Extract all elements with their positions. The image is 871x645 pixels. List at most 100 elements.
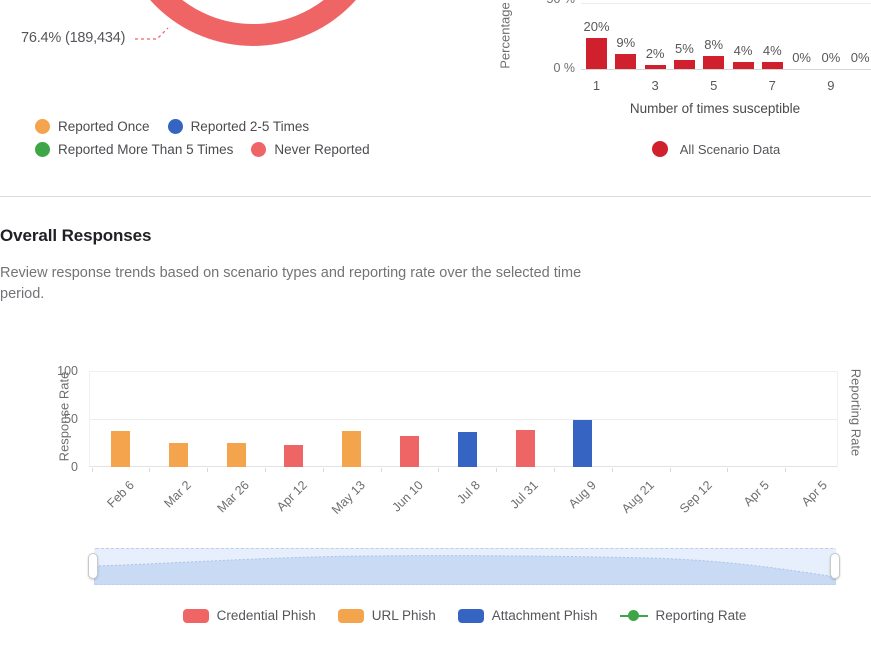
axis-tick-mark [380,468,382,472]
overall-responses-legend: Credential Phish URL Phish Attachment Ph… [58,608,871,623]
susceptibility-bar-4[interactable] [673,60,695,69]
attachment-phish-swatch [457,608,484,623]
response-bar-mar-2[interactable] [168,443,188,467]
legend-label: All Scenario Data [679,141,781,157]
brush-handle-left[interactable] [88,553,98,579]
susceptibility-bar-value-label: 0% [850,50,870,65]
susceptibility-bar-3[interactable] [644,65,666,69]
reporter-donut-chart[interactable] [0,0,435,193]
susceptibility-x-axis-title: Number of times susceptible [629,101,801,116]
brush-handle-right[interactable] [830,553,840,579]
x-label-jul-8: Jul 8 [454,478,484,507]
x-label-mar-26: Mar 26 [214,478,252,516]
x-label-may-13: May 13 [328,478,368,517]
susceptibility-y-axis-title: Percentage [497,2,513,69]
x-label-sep-12: Sep 12 [676,478,715,516]
susceptibility-bar-2[interactable] [615,54,637,69]
legend-item-reported-more-than-5-times[interactable]: Reported More Than 5 Times [35,142,233,157]
susceptibility-legend: All Scenario Data [596,141,836,157]
data-zoom-slider[interactable] [94,548,836,585]
gridline-50 [90,419,837,420]
donut-legend: Reported Once Reported 2-5 Times Reporte… [35,119,437,157]
susceptibility-bar-value-label: 0% [821,50,841,65]
legend-item-attachment-phish[interactable]: Attachment Phish [457,608,598,623]
axis-tick-mark [554,468,555,472]
url-phish-swatch [337,608,364,623]
resp-y-tick-100: 100 [57,364,78,378]
reported-once-swatch [35,119,50,134]
susceptibility-x-tick-3: 3 [651,78,659,93]
all-scenario-data-swatch[interactable] [651,141,668,157]
susceptibility-bar-value-label: 20% [583,19,610,34]
susceptibility-bar-7[interactable] [761,62,783,69]
never-reported-arc[interactable] [126,0,380,46]
axis-tick-mark [91,468,93,472]
susceptibility-bar-value-label: 9% [616,35,636,50]
response-bar-feb-6[interactable] [111,431,130,467]
legend-label: Never Reported [274,142,370,157]
susceptibility-x-axis-line [581,69,871,70]
x-label-jul-31: Jul 31 [507,478,541,512]
susceptibility-bar-6[interactable] [732,62,754,69]
legend-label: Reported Once [58,119,150,134]
legend-item-reported-2-5-times[interactable]: Reported 2-5 Times [167,119,310,134]
x-label-mar-2: Mar 2 [161,478,195,511]
susceptibility-bar-5[interactable] [703,56,725,69]
y-tick-0: 0 % [553,61,575,75]
gridline-50pct [581,3,871,4]
susceptibility-bar-value-label: 0% [792,50,811,65]
susceptibility-bar-1[interactable] [586,38,607,69]
x-label-apr-12: Apr 12 [273,478,310,514]
legend-label: URL Phish [371,608,436,623]
reporting-rate-axis-title: Reporting Rate [848,368,864,457]
legend-item-reported-once[interactable]: Reported Once [35,119,150,134]
response-rate-axis-title: Response Rate [56,371,72,462]
reporting-rate-marker [619,609,648,623]
susceptibility-x-tick-9: 9 [827,78,835,93]
donut-callout-label: 76.4% (189,434) [21,30,126,46]
axis-tick-mark [669,468,671,472]
donut-callout-leader-line [135,27,169,40]
response-bar-jun-10[interactable] [400,436,419,467]
section-description: Review response trends based on scenario… [0,265,582,302]
axis-tick-mark [727,468,729,472]
response-bar-jul-31[interactable] [515,430,535,467]
response-bar-apr-12[interactable] [284,445,304,467]
legend-label: Reported 2-5 Times [190,119,310,134]
resp-y-tick-0: 0 [71,460,78,474]
legend-label: Attachment Phish [491,608,598,623]
legend-item-credential-phish[interactable]: Credential Phish [182,608,316,623]
susceptibility-bar-value-label: 8% [704,37,724,52]
susceptibility-bar-value-label: 2% [645,46,665,61]
y-tick-50: 50 % [515,0,576,6]
axis-tick-mark [149,468,151,472]
axis-tick-mark [207,468,209,472]
section-title: Overall Responses [0,226,152,245]
legend-label: Credential Phish [216,608,316,623]
axis-tick-mark [611,468,613,472]
legend-item-reporting-rate[interactable]: Reporting Rate [619,608,747,623]
x-label-jun-10: Jun 10 [388,478,426,515]
response-bar-jul-8[interactable] [457,432,477,467]
legend-item-never-reported[interactable]: Never Reported [251,142,370,157]
susceptibility-x-tick-7: 7 [768,78,776,93]
response-bar-may-13[interactable] [342,431,362,467]
axis-tick-mark [785,468,787,472]
resp-y-tick-50: 50 [64,412,78,426]
x-label-feb-6: Feb 6 [103,478,137,511]
susceptibility-bar-value-label: 4% [762,43,782,58]
x-label-apr-5: Apr 5 [741,478,773,510]
susceptibility-x-tick-1: 1 [592,78,601,93]
section-divider [0,196,871,197]
reported-more-than-5-times-swatch [35,142,50,157]
response-bar-aug-9[interactable] [573,420,593,467]
x-label-apr-5: Apr 5 [798,478,830,510]
susceptibility-x-tick-5: 5 [710,78,718,93]
legend-item-url-phish[interactable]: URL Phish [337,608,436,623]
x-label-aug-21: Aug 21 [618,478,657,516]
credential-phish-swatch [182,608,209,623]
legend-label: Reporting Rate [655,608,747,623]
response-bar-mar-26[interactable] [226,443,246,467]
axis-tick-mark [438,468,440,472]
